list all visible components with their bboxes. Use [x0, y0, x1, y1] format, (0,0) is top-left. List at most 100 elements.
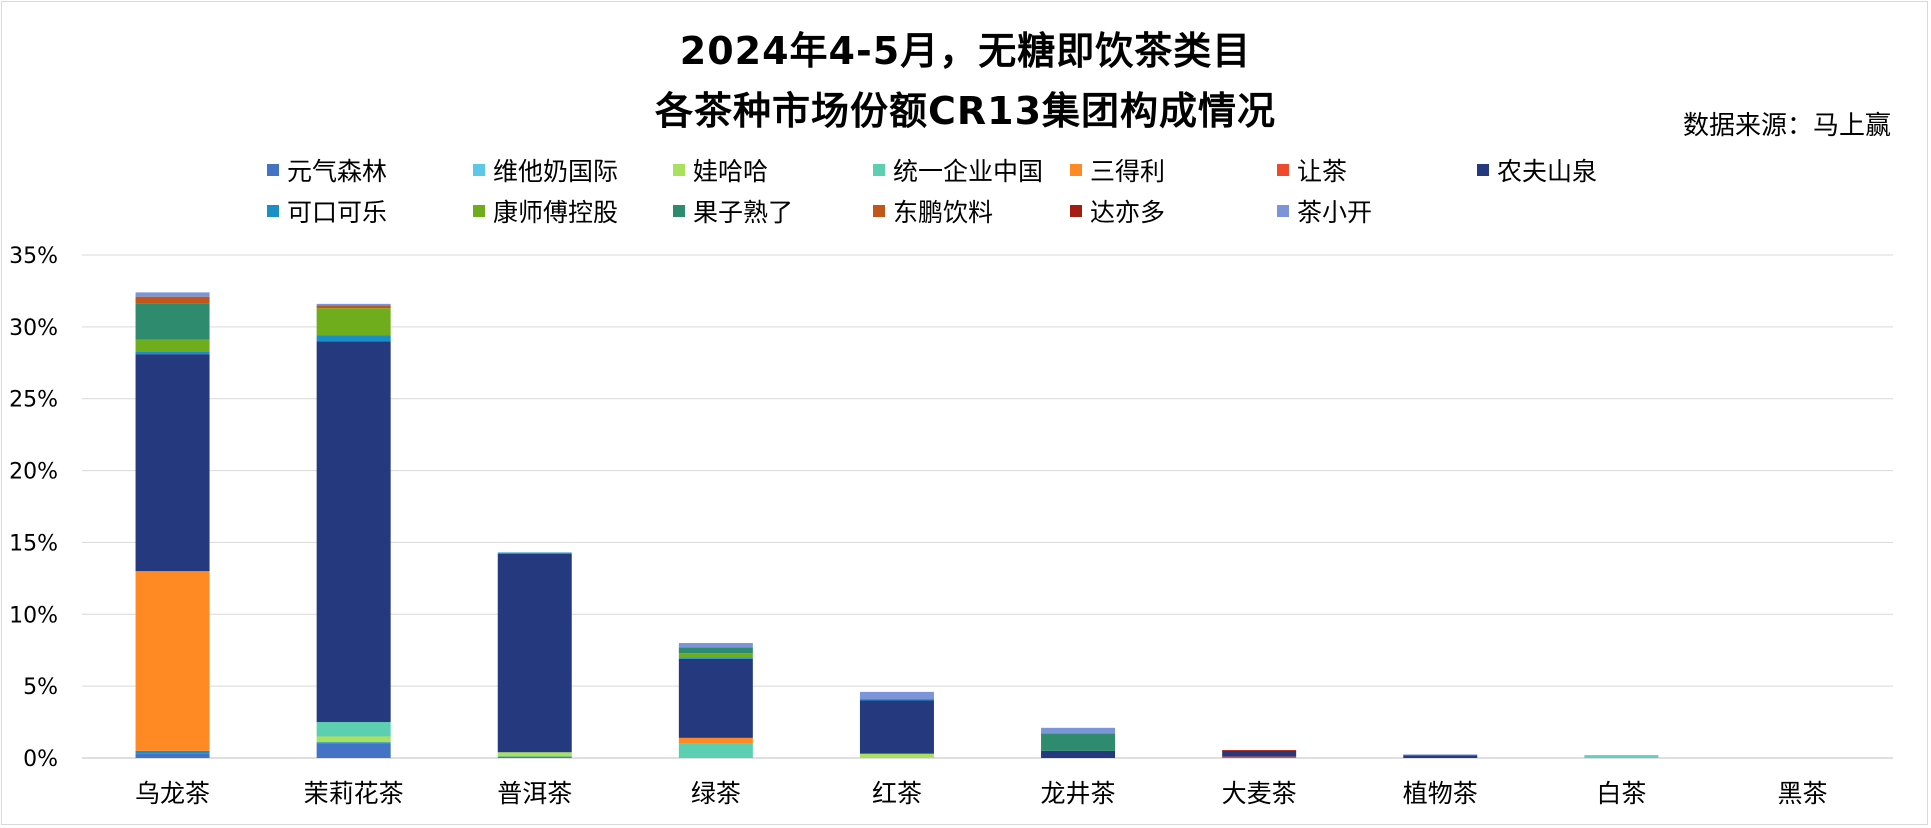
bar-segment: [135, 571, 210, 751]
bar-segment: [859, 699, 934, 701]
bar-segment: [316, 742, 391, 744]
x-tick-label: 红茶: [872, 779, 922, 808]
legend-label: 可口可乐: [287, 198, 388, 227]
legend-label: 让茶: [1297, 157, 1348, 186]
legend-item: 达亦多: [1070, 196, 1166, 227]
x-tick-label: 龙井茶: [1041, 779, 1116, 808]
bar-segment: [316, 335, 391, 342]
bar-segment: [316, 308, 391, 336]
legend-swatch: [673, 205, 685, 217]
bar-segment: [678, 653, 753, 658]
y-tick-label: 10%: [9, 603, 58, 628]
y-tick-label: 5%: [23, 675, 58, 700]
bar-segment: [1041, 750, 1116, 758]
bar-segment: [859, 753, 934, 758]
legend-item: 茶小开: [1277, 196, 1373, 227]
bar-segment: [1584, 756, 1659, 758]
legend-label: 农夫山泉: [1497, 157, 1598, 186]
legend-label: 果子熟了: [693, 198, 794, 227]
legend-swatch: [1277, 205, 1289, 217]
bar-segment: [1041, 727, 1116, 734]
y-tick-label: 35%: [9, 244, 58, 269]
legend-swatch: [473, 164, 485, 176]
bar-segment: [316, 722, 391, 737]
x-tick-label: 乌龙茶: [135, 779, 210, 808]
bar-segment: [1222, 756, 1297, 758]
legend-swatch: [473, 205, 485, 217]
bar-segment: [316, 305, 391, 309]
bar-segment: [678, 737, 753, 744]
legend-item: 东鹏饮料: [873, 196, 994, 227]
bar-segment: [135, 753, 210, 758]
bar-segment: [135, 292, 210, 297]
y-tick-label: 0%: [23, 747, 58, 772]
legend-item: 康师傅控股: [473, 196, 618, 227]
y-tick-label: 30%: [9, 316, 58, 341]
y-tick-label: 25%: [9, 388, 58, 413]
legend-label: 达亦多: [1090, 198, 1166, 227]
bar-segment: [135, 351, 210, 355]
x-tick-label: 白茶: [1596, 779, 1646, 808]
bar-segment: [135, 354, 210, 572]
bar-segment: [497, 552, 572, 554]
legend-swatch: [1277, 164, 1289, 176]
legend-swatch: [1070, 164, 1082, 176]
legend-swatch: [267, 205, 279, 217]
legend-swatch: [673, 164, 685, 176]
bar-segment: [678, 658, 753, 738]
data-source-note: 数据来源：马上赢: [1682, 111, 1891, 141]
bar-segment: [859, 691, 934, 700]
x-tick-label: 黑茶: [1777, 779, 1827, 808]
bar-segment: [1403, 754, 1478, 756]
chart-title-line1: 2024年4-5月，无糖即饮茶类目: [679, 29, 1252, 73]
legend-label: 统一企业中国: [893, 157, 1044, 186]
legend-item: 让茶: [1277, 155, 1348, 186]
legend-swatch: [873, 205, 885, 217]
bar-segment: [316, 303, 391, 306]
x-tick-label: 绿茶: [691, 779, 741, 808]
legend-label: 茶小开: [1297, 198, 1373, 227]
bar-segment: [316, 743, 391, 758]
bar-segment: [678, 643, 753, 648]
x-tick-label: 普洱茶: [497, 779, 572, 808]
bar-segment: [678, 743, 753, 758]
bar-segment: [1584, 755, 1659, 757]
x-tick-label: 茉莉花茶: [304, 779, 404, 808]
bar-segment: [1222, 750, 1297, 752]
bar-segment: [135, 339, 210, 352]
legend-item: 农夫山泉: [1477, 155, 1598, 186]
bar-segment: [316, 341, 391, 723]
legend-item: 可口可乐: [267, 196, 388, 227]
bar-segment: [678, 647, 753, 654]
bar-segment: [1041, 733, 1116, 751]
legend-item: 三得利: [1070, 155, 1165, 186]
bar-segment: [859, 700, 934, 754]
chart-title-line2: 各茶种市场份额CR13集团构成情况: [654, 89, 1277, 133]
bar-segment: [135, 303, 210, 340]
bar-segment: [1222, 750, 1297, 757]
legend-swatch: [1070, 205, 1082, 217]
x-tick-label: 大麦茶: [1222, 779, 1297, 808]
x-tick-label: 植物茶: [1403, 779, 1478, 808]
bar-segment: [497, 756, 572, 758]
legend-item: 维他奶国际: [473, 155, 619, 186]
bar-segment: [1403, 755, 1478, 758]
legend-label: 维他奶国际: [493, 157, 619, 186]
bar-segment: [497, 553, 572, 753]
legend-item: 娃哈哈: [673, 155, 769, 186]
legend-item: 元气森林: [267, 155, 388, 186]
legend-label: 娃哈哈: [693, 157, 769, 186]
legend-swatch: [267, 164, 279, 176]
bar-segment: [135, 750, 210, 754]
legend-label: 东鹏饮料: [893, 198, 994, 227]
y-tick-label: 20%: [9, 460, 58, 485]
legend-label: 元气森林: [287, 157, 388, 186]
bar-segment: [497, 752, 572, 757]
bar-segment: [316, 736, 391, 743]
legend-swatch: [873, 164, 885, 176]
legend-item: 果子熟了: [673, 196, 794, 227]
legend-item: 统一企业中国: [873, 155, 1044, 186]
y-tick-label: 15%: [9, 531, 58, 556]
